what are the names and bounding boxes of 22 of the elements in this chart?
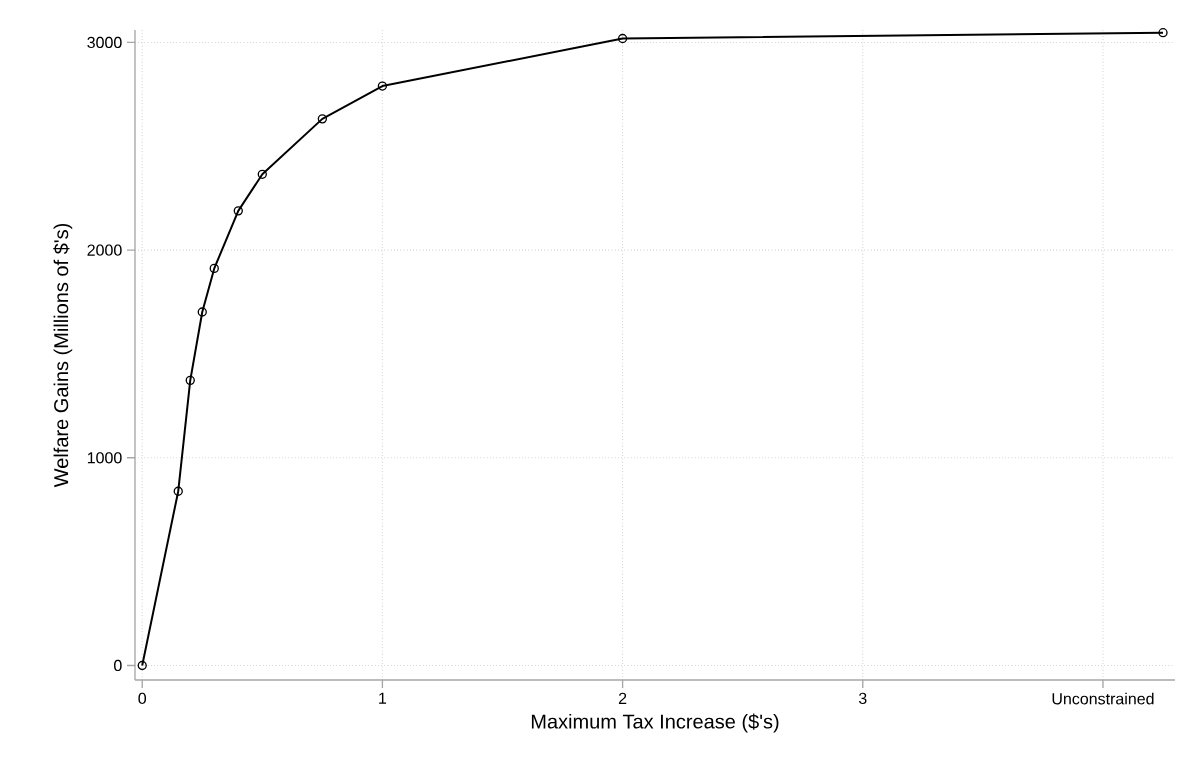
- y-tick-label: 1000: [87, 452, 122, 464]
- point: [137, 660, 147, 671]
- point: [173, 486, 183, 496]
- y-axis-title: Welfare Gains (Millions of $'s): [53, 223, 73, 488]
- x-tick-label: Unconstrained: [1052, 692, 1154, 705]
- x-tick-label: 3: [858, 692, 867, 705]
- y-tick-label: 0: [114, 659, 122, 672]
- point: [617, 33, 628, 44]
- point: [209, 263, 219, 274]
- point: [317, 114, 328, 124]
- point: [257, 169, 267, 179]
- point: [377, 81, 388, 91]
- x-axis-title: Maximum Tax Increase ($'s): [531, 713, 779, 733]
- y-tick-label: 2000: [87, 244, 122, 256]
- point: [185, 375, 195, 385]
- point: [197, 307, 207, 317]
- y-tick-label: 3000: [87, 36, 122, 49]
- x-tick-label: 0: [138, 692, 147, 705]
- x-tick-label: 1: [379, 692, 387, 704]
- point: [1158, 28, 1168, 38]
- x-tick-label: 2: [618, 692, 627, 704]
- point: [233, 206, 243, 216]
